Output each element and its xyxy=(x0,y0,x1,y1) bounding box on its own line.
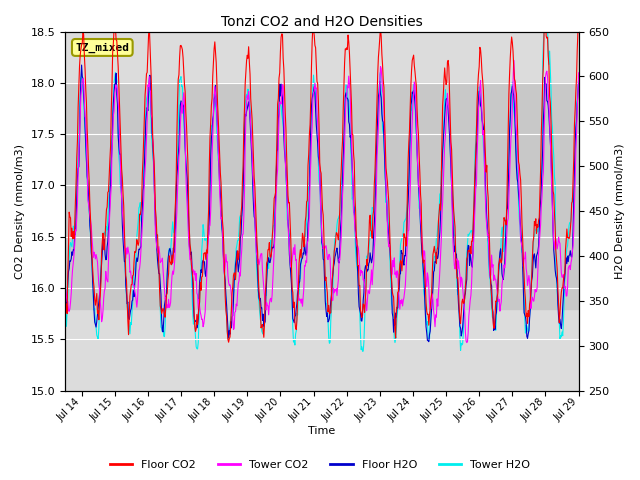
Text: TZ_mixed: TZ_mixed xyxy=(76,42,129,53)
Legend: Floor CO2, Tower CO2, Floor H2O, Tower H2O: Floor CO2, Tower CO2, Floor H2O, Tower H… xyxy=(105,456,535,474)
Title: Tonzi CO2 and H2O Densities: Tonzi CO2 and H2O Densities xyxy=(221,15,422,29)
Y-axis label: H2O Density (mmol/m3): H2O Density (mmol/m3) xyxy=(615,144,625,279)
Bar xyxy=(65,83,579,309)
X-axis label: Time: Time xyxy=(308,426,335,436)
Y-axis label: CO2 Density (mmol/m3): CO2 Density (mmol/m3) xyxy=(15,144,25,278)
